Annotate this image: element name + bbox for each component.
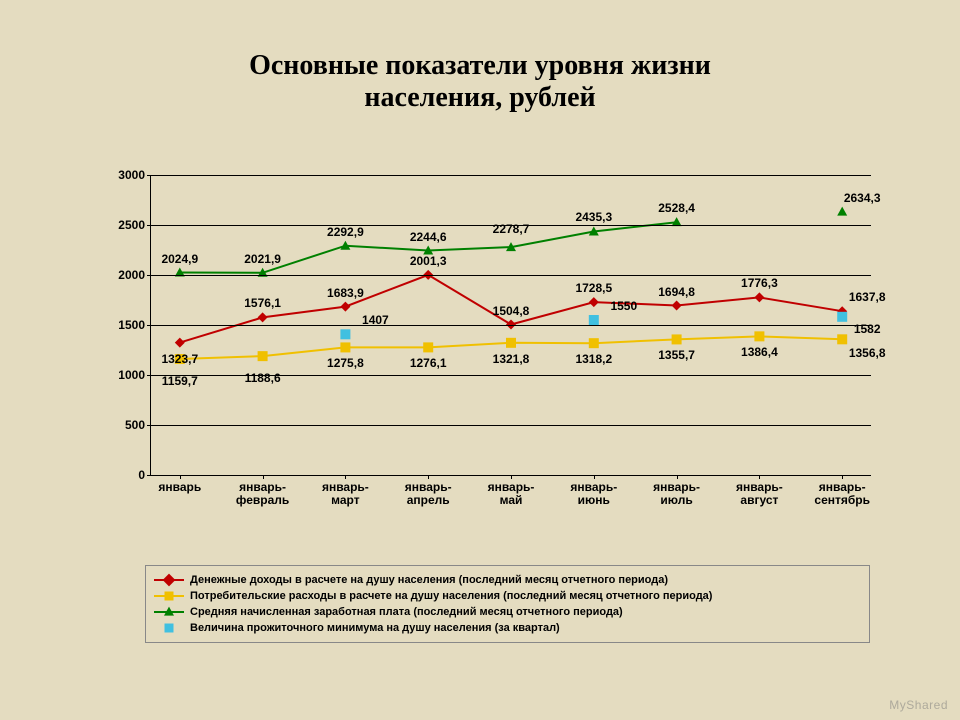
y-tick-mark xyxy=(147,275,151,276)
x-tick-label: январь-сентябрь xyxy=(814,475,870,507)
y-tick-mark xyxy=(147,425,151,426)
legend-item-wage: Средняя начисленная заработная плата (по… xyxy=(154,604,861,620)
marker-income xyxy=(258,312,268,322)
plot-area: 050010001500200025003000январьянварь-фев… xyxy=(150,175,871,476)
grid-line xyxy=(151,325,871,326)
x-tick-label: январь-август xyxy=(736,475,783,507)
marker-minimum xyxy=(837,312,847,322)
y-tick-mark xyxy=(147,475,151,476)
grid-line xyxy=(151,275,871,276)
legend-swatch xyxy=(154,622,184,634)
legend-item-minimum: Величина прожиточного минимума на душу н… xyxy=(154,620,861,636)
marker-minimum xyxy=(589,315,599,325)
legend-item-consumer: Потребительские расходы в расчете на душ… xyxy=(154,588,861,604)
title-line-1: Основные показатели уровня жизни xyxy=(249,50,711,81)
x-tick-label: январь-июнь xyxy=(570,475,617,507)
marker-income xyxy=(754,292,764,302)
x-tick-label: январь-март xyxy=(322,475,369,507)
legend-swatch xyxy=(154,590,184,602)
marker-consumer xyxy=(754,331,764,341)
marker-consumer xyxy=(672,334,682,344)
y-tick-mark xyxy=(147,225,151,226)
grid-line xyxy=(151,175,871,176)
marker-income xyxy=(589,297,599,307)
marker-consumer xyxy=(506,338,516,348)
grid-line xyxy=(151,225,871,226)
watermark: MyShared xyxy=(889,698,948,712)
marker-income xyxy=(340,302,350,312)
y-tick-mark xyxy=(147,375,151,376)
x-tick-label: январь xyxy=(158,475,201,494)
x-tick-label: январь-июль xyxy=(653,475,700,507)
chart-title: Основные показатели уровня жизнинаселени… xyxy=(0,50,960,114)
legend-label: Средняя начисленная заработная плата (по… xyxy=(190,606,623,618)
chart: 050010001500200025003000январьянварь-фев… xyxy=(95,165,885,515)
y-tick-mark xyxy=(147,175,151,176)
grid-line xyxy=(151,375,871,376)
legend-label: Потребительские расходы в расчете на душ… xyxy=(190,590,712,602)
x-tick-label: январь-апрель xyxy=(405,475,452,507)
grid-line xyxy=(151,425,871,426)
title-line-2: населения, рублей xyxy=(364,82,595,113)
legend-item-income: Денежные доходы в расчете на душу населе… xyxy=(154,572,861,588)
marker-wage xyxy=(837,207,847,216)
x-tick-label: январь-февраль xyxy=(236,475,289,507)
legend-label: Денежные доходы в расчете на душу населе… xyxy=(190,574,668,586)
x-tick-label: январь-май xyxy=(488,475,535,507)
marker-consumer xyxy=(340,342,350,352)
marker-income xyxy=(175,338,185,348)
marker-consumer xyxy=(837,334,847,344)
legend-swatch xyxy=(154,606,184,618)
y-tick-mark xyxy=(147,325,151,326)
series-line-income xyxy=(180,275,842,343)
marker-income xyxy=(672,301,682,311)
slide: Основные показатели уровня жизнинаселени… xyxy=(0,0,960,720)
marker-consumer xyxy=(175,354,185,364)
legend: Денежные доходы в расчете на душу населе… xyxy=(145,565,870,643)
legend-label: Величина прожиточного минимума на душу н… xyxy=(190,622,560,634)
marker-consumer xyxy=(258,351,268,361)
legend-swatch xyxy=(154,574,184,586)
marker-consumer xyxy=(423,342,433,352)
marker-consumer xyxy=(589,338,599,348)
marker-minimum xyxy=(340,329,350,339)
